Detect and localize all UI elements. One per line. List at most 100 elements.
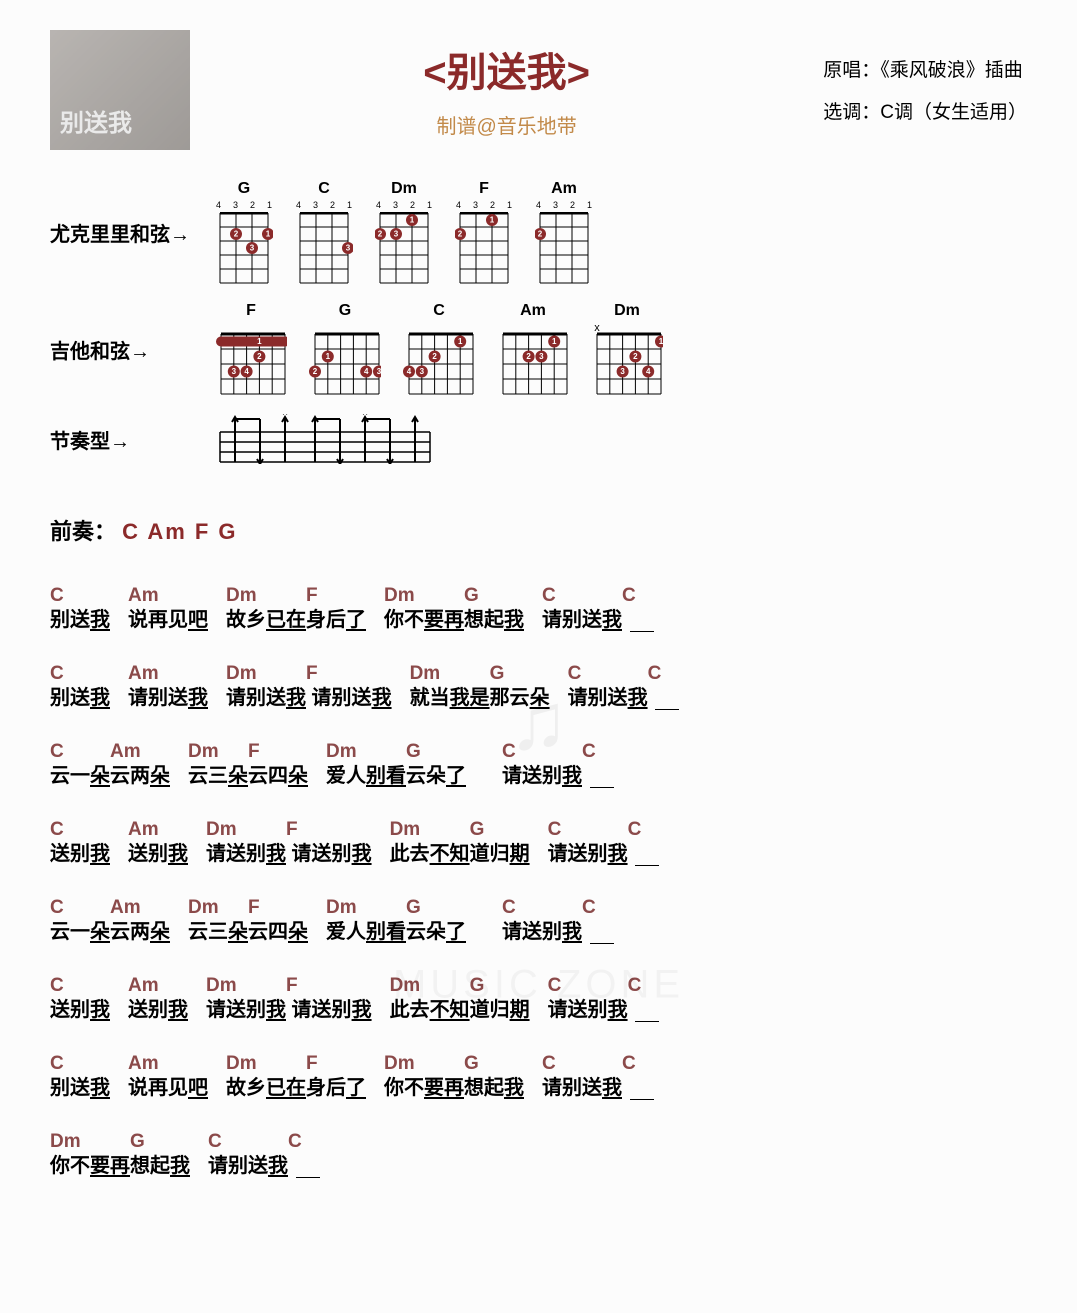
lyric-line: C 送别我 Am 送别我 Dm 请送别我 F 请送别我 Dm 此去不知 G 道归… — [50, 820, 1027, 866]
svg-text:1: 1 — [257, 337, 262, 346]
svg-text:×: × — [282, 414, 288, 419]
guitar-chord-G: G 1234 — [309, 302, 381, 396]
lyric-segment: Am 送别我 — [128, 820, 188, 866]
lyric-segment: C 请别送我 — [208, 1132, 288, 1178]
lyric-segment: G 那云朵 — [490, 664, 550, 710]
uke-chord-C: C 4321 3 — [295, 180, 353, 284]
rhythm-label: 节奏型→ — [50, 425, 215, 454]
lyric-segment: Am 说再见吧 — [128, 586, 208, 632]
original-value: 《乘风破浪》插曲 — [880, 60, 1023, 81]
original-label: 原唱： — [823, 60, 880, 81]
svg-text:1: 1 — [659, 337, 663, 346]
lyric-segment: F 云四朵 — [248, 898, 308, 944]
guitar-chord-Dm: Dm x1234 — [591, 302, 663, 396]
lyric-segment: Am 云两朵 — [110, 898, 170, 944]
lyric-segment: Am 云两朵 — [110, 742, 170, 788]
lyric-segment: C — [628, 820, 660, 866]
lyric-segment: C 请别送我 — [542, 1054, 622, 1100]
lyric-segment: Am 送别我 — [128, 976, 188, 1022]
svg-text:2: 2 — [234, 230, 239, 239]
lyric-segment: C 别送我 — [50, 1054, 110, 1100]
lyric-segment: Dm 你不要再 — [50, 1132, 130, 1178]
intro-line: 前奏： C Am F G — [50, 514, 1027, 546]
svg-text:4: 4 — [407, 367, 412, 376]
lyric-segment: F 请送别我 — [286, 820, 372, 866]
svg-text:3: 3 — [250, 244, 255, 253]
lyric-segment: C — [628, 976, 660, 1022]
lyric-line: C 别送我 Am 说再见吧 Dm 故乡已在 F 身后了 Dm 你不要再 G 想起… — [50, 586, 1027, 632]
svg-text:1: 1 — [552, 337, 557, 346]
lyric-line: C 别送我 Am 请别送我 Dm 请别送我 F 请别送我 Dm 就当我是 G 那… — [50, 664, 1027, 710]
lyric-segment: C — [582, 742, 614, 788]
lyric-segment: Dm 云三朵 — [188, 742, 248, 788]
lyric-segment: Dm 故乡已在 — [226, 586, 306, 632]
svg-text:x: x — [594, 322, 600, 334]
svg-text:1: 1 — [326, 352, 331, 361]
lyric-segment: C — [622, 1054, 654, 1100]
lyric-segment: Dm 请送别我 — [206, 976, 286, 1022]
svg-text:3: 3 — [377, 367, 381, 376]
guitar-diagrams: F 1234 G 1234 C 1234 Am 123 Dm x1234 — [215, 302, 663, 396]
lyric-segment: C 云一朵 — [50, 898, 110, 944]
svg-text:2: 2 — [257, 352, 262, 361]
guitar-chord-F: F 1234 — [215, 302, 287, 396]
intro-chords: C Am F G — [122, 519, 237, 544]
lyric-segment: C 请送别我 — [502, 898, 582, 944]
uke-chord-Am: Am 4321 2 — [535, 180, 593, 284]
lyric-line: Dm 你不要再 G 想起我 C 请别送我 C — [50, 1132, 1027, 1178]
lyric-segment: C 请别送我 — [542, 586, 622, 632]
svg-text:4: 4 — [244, 367, 249, 376]
lyric-segment: F 请送别我 — [286, 976, 372, 1022]
svg-text:3: 3 — [232, 367, 237, 376]
lyric-segment: C 送别我 — [50, 976, 110, 1022]
lyric-segment: C 送别我 — [50, 820, 110, 866]
uke-chord-G: G 4321 123 — [215, 180, 273, 284]
song-title: <别送我> — [230, 40, 783, 98]
svg-text:1: 1 — [490, 216, 495, 225]
svg-text:1: 1 — [410, 216, 415, 225]
lyric-line: C 别送我 Am 说再见吧 Dm 故乡已在 F 身后了 Dm 你不要再 G 想起… — [50, 1054, 1027, 1100]
guitar-label: 吉他和弦→ — [50, 335, 215, 364]
lyric-segment: Dm 你不要再 — [384, 1054, 464, 1100]
lyric-segment: G 想起我 — [130, 1132, 190, 1178]
svg-text:3: 3 — [539, 352, 544, 361]
lyric-segment: Dm 请送别我 — [206, 820, 286, 866]
guitar-chord-C: C 1234 — [403, 302, 475, 396]
lyric-segment: Dm 你不要再 — [384, 586, 464, 632]
lyric-segment: C — [622, 586, 654, 632]
guitar-chord-Am: Am 123 — [497, 302, 569, 396]
uke-chord-F: F 4321 12 — [455, 180, 513, 284]
svg-text:4: 4 — [646, 367, 651, 376]
svg-text:2: 2 — [633, 352, 638, 361]
lyric-segment: F 身后了 — [306, 586, 366, 632]
lyric-segment: C — [648, 664, 680, 710]
lyric-segment: C 请别送我 — [568, 664, 648, 710]
meta-block: 原唱：《乘风破浪》插曲 选调：C调（女生适用） — [823, 30, 1027, 134]
svg-text:4: 4 — [364, 367, 369, 376]
lyric-segment: F 身后了 — [306, 1054, 366, 1100]
lyric-segment: Dm 故乡已在 — [226, 1054, 306, 1100]
svg-text:2: 2 — [313, 367, 318, 376]
lyric-segment: Dm 云三朵 — [188, 898, 248, 944]
lyric-line: C 送别我 Am 送别我 Dm 请送别我 F 请送别我 Dm 此去不知 G 道归… — [50, 976, 1027, 1022]
lyric-segment: G 道归期 — [470, 976, 530, 1022]
svg-text:3: 3 — [420, 367, 425, 376]
svg-text:1: 1 — [266, 230, 271, 239]
lyric-segment: Am 说再见吧 — [128, 1054, 208, 1100]
lyrics-block: C 别送我 Am 说再见吧 Dm 故乡已在 F 身后了 Dm 你不要再 G 想起… — [50, 586, 1027, 1178]
svg-text:1: 1 — [458, 337, 463, 346]
svg-text:2: 2 — [526, 352, 531, 361]
key-value: C调（女生适用） — [880, 102, 1027, 123]
ukulele-diagrams: G 4321 123 C 4321 3 Dm 4321 123 F 4321 1… — [215, 180, 593, 284]
lyric-segment: C — [288, 1132, 320, 1178]
lyric-line: C 云一朵 Am 云两朵 Dm 云三朵 F 云四朵 Dm 爱人别看 G 云朵了 … — [50, 742, 1027, 788]
lyric-segment: Dm 爱人别看 — [326, 742, 406, 788]
lyric-segment: C 请送别我 — [548, 976, 628, 1022]
svg-text:3: 3 — [394, 230, 399, 239]
lyric-segment: Dm 爱人别看 — [326, 898, 406, 944]
lyric-segment: Dm 此去不知 — [390, 820, 470, 866]
lyric-segment: C 请送别我 — [502, 742, 582, 788]
song-subtitle: 制谱@音乐地带 — [230, 110, 783, 139]
lyric-segment: G 想起我 — [464, 586, 524, 632]
album-art — [50, 30, 190, 150]
